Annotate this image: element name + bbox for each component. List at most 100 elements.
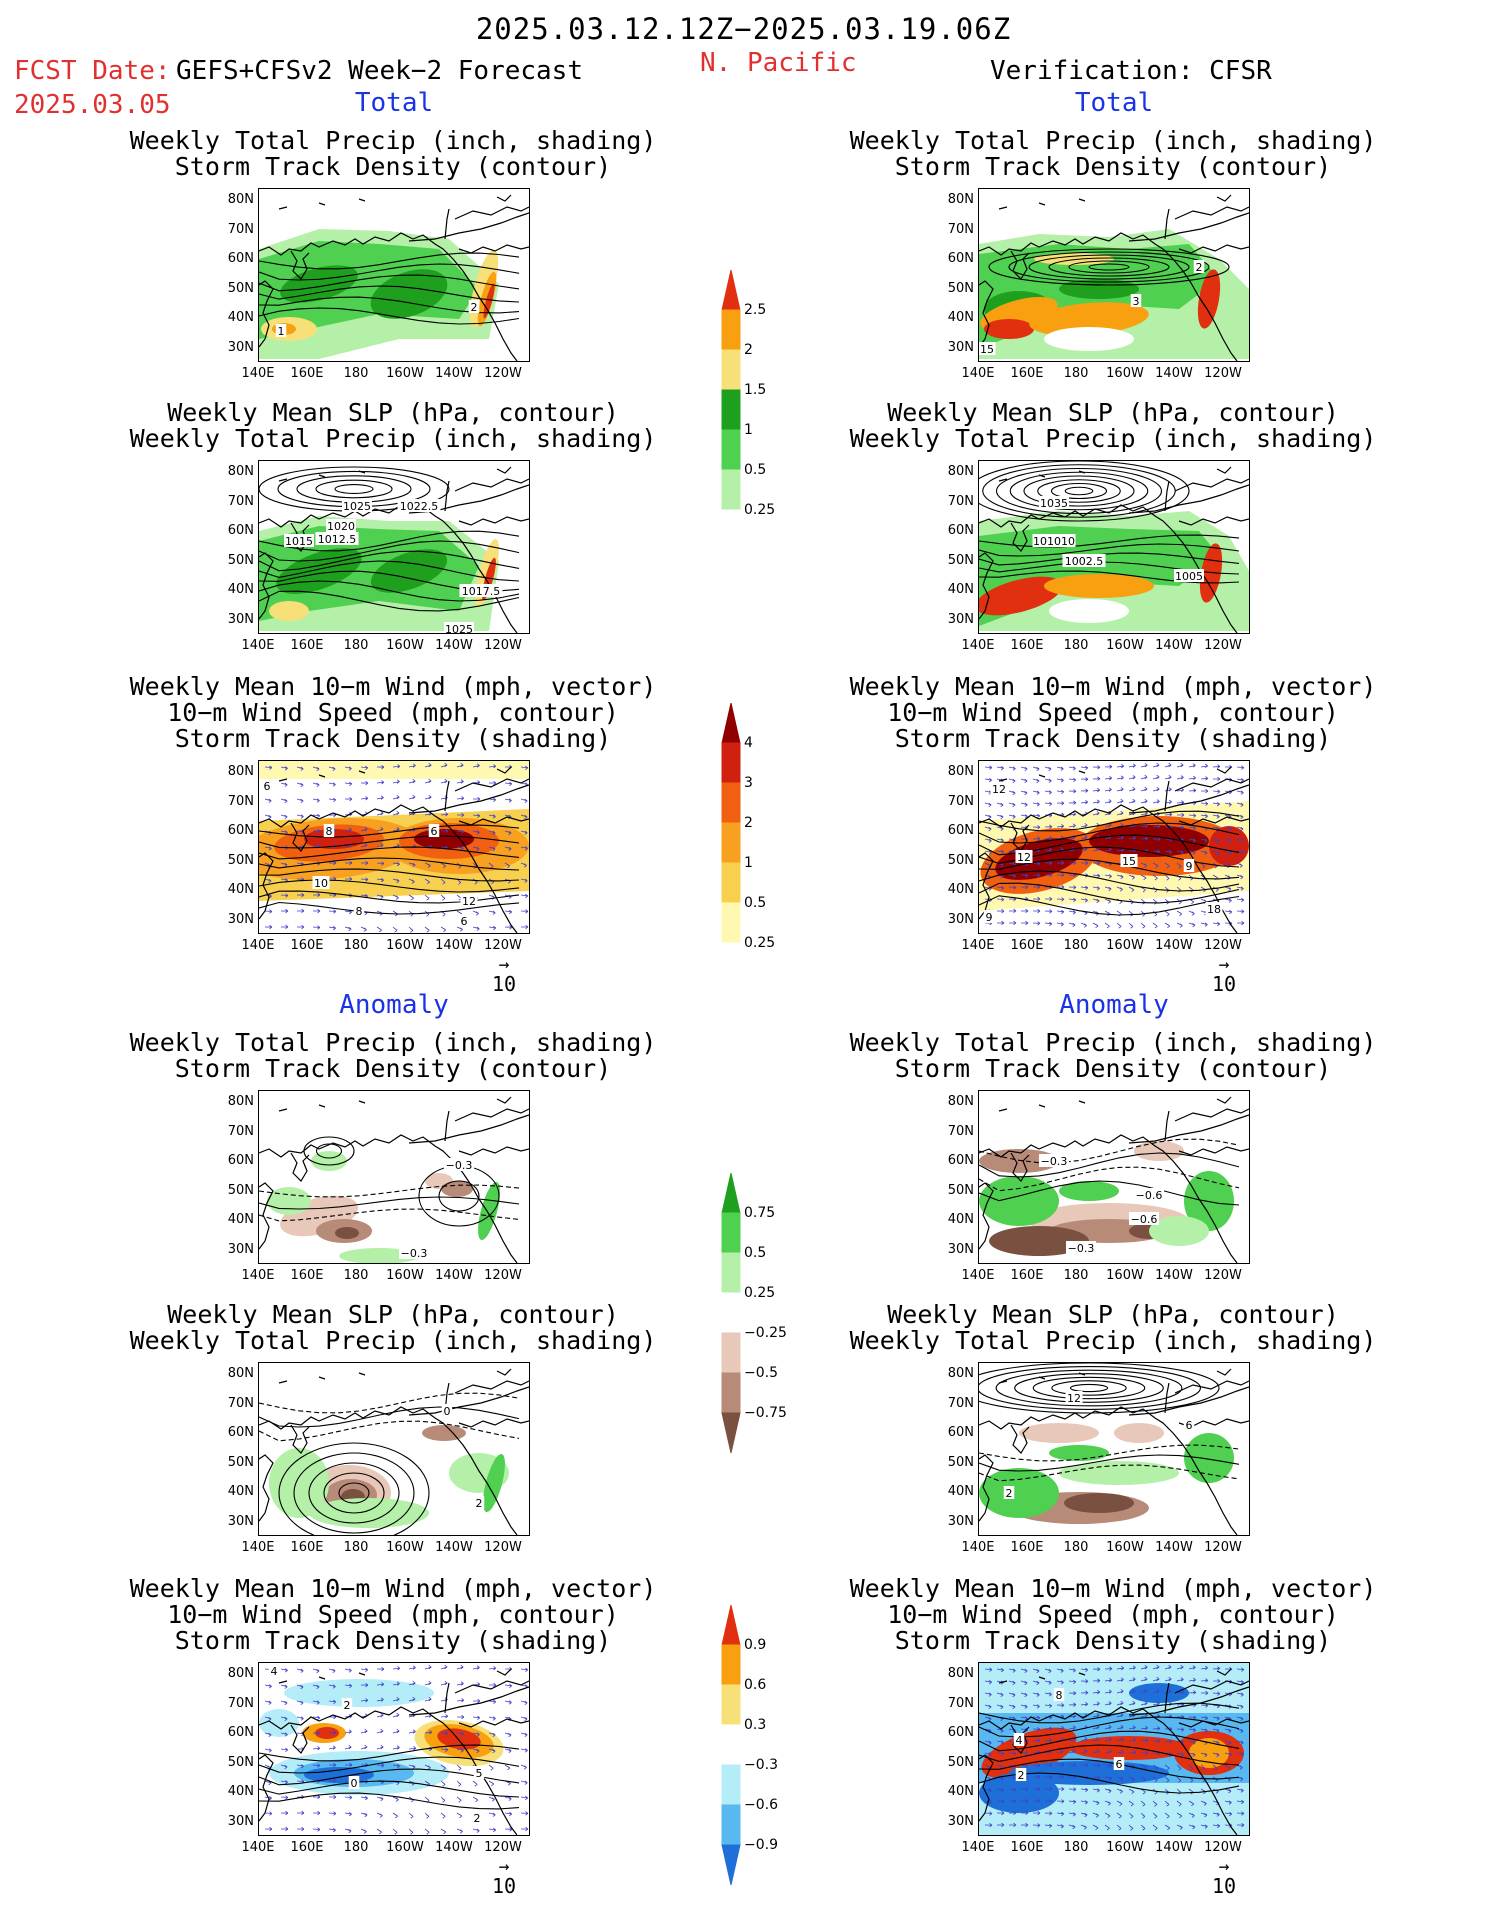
- lat-tick-label: 60N: [947, 1425, 974, 1440]
- contour-label-box: [342, 499, 372, 512]
- colorbar-swatch: [721, 469, 741, 511]
- coastline: [444, 208, 450, 240]
- colorbar-swatch: [721, 1212, 741, 1254]
- shading-region: [280, 265, 358, 303]
- contour-label-box: [397, 499, 441, 512]
- colorbar-label: −0.9: [744, 1837, 778, 1853]
- negative-contour: [979, 1444, 1240, 1462]
- coastline: [408, 1114, 529, 1144]
- lon-tick-label: 160W: [386, 638, 424, 653]
- coastline: [998, 766, 1232, 782]
- panel-title-line: Weekly Total Precip (inch, shading): [129, 126, 657, 155]
- contour-label-box: [275, 324, 287, 337]
- panel-title-line: Storm Track Density (shading): [894, 1626, 1332, 1655]
- contour-line: [259, 580, 520, 602]
- lon-tick-label: 140W: [435, 638, 473, 653]
- coastline: [290, 250, 310, 280]
- contour-label-box: [312, 876, 330, 889]
- contour-label: 2: [476, 1497, 483, 1510]
- lon-tick-label: 180: [343, 1840, 369, 1855]
- lon-tick-label: 180: [1063, 1540, 1089, 1555]
- contour-label-box: [323, 824, 335, 837]
- shading-region: [1134, 1141, 1184, 1161]
- contour-label-box: [348, 1776, 360, 1789]
- coastline: [458, 816, 529, 826]
- coastline: [998, 1096, 1232, 1112]
- lat-tick-label: 50N: [947, 552, 974, 568]
- coastline: [979, 552, 994, 620]
- contour-label: −0.3: [446, 1159, 473, 1172]
- lat-tick-label: 60N: [947, 1153, 974, 1168]
- contour-line: [979, 822, 1240, 844]
- colorbar-swatch: [721, 1372, 741, 1414]
- lat-tick-label: 30N: [227, 1513, 254, 1529]
- contour-label-box: [1013, 1733, 1025, 1746]
- contour-line: [323, 1472, 385, 1514]
- contour-label: 15: [980, 343, 994, 356]
- coastline: [458, 1418, 529, 1428]
- lon-tick-label: 140W: [1155, 1840, 1193, 1855]
- lon-tick-label: 140E: [241, 1840, 275, 1855]
- lat-tick-label: 40N: [947, 310, 974, 325]
- colorbar-label: 3: [744, 775, 753, 791]
- lon-tick-label: 180: [1063, 638, 1089, 653]
- region-label: N. Pacific: [700, 48, 857, 78]
- coastline: [979, 804, 1238, 933]
- coastline: [444, 480, 450, 512]
- lon-tick-label: 120W: [484, 638, 522, 653]
- shading-region: [989, 1226, 1089, 1256]
- colorbar-swatch: [721, 389, 741, 431]
- contour-label: 12: [1067, 1392, 1081, 1405]
- vector-reference: → 10: [1204, 956, 1244, 997]
- lat-tick-label: 50N: [227, 852, 254, 868]
- colorbar-label: 2: [744, 815, 753, 831]
- coastline: [408, 1686, 529, 1716]
- lon-tick-label: 180: [343, 1540, 369, 1555]
- coastline: [1128, 484, 1249, 514]
- coastline: [408, 1386, 529, 1416]
- panel-title-line: 10−m Wind Speed (mph, contour): [167, 698, 619, 727]
- panel-title-line: Storm Track Density (shading): [174, 724, 612, 753]
- contour-line: [259, 1196, 520, 1210]
- lon-tick-label: 160W: [1106, 1268, 1144, 1283]
- contour-label: 1015: [285, 535, 313, 548]
- panel-title-line: Storm Track Density (contour): [174, 1054, 612, 1083]
- lon-tick-label: 160E: [1010, 1540, 1044, 1555]
- lat-tick-label: 70N: [227, 1123, 254, 1139]
- colorbar-label: 1.5: [744, 382, 767, 398]
- shading-region: [483, 1453, 505, 1513]
- shading-region: [1059, 1181, 1119, 1201]
- lon-tick-label: 160E: [1010, 638, 1044, 653]
- lon-tick-label: 120W: [1204, 1268, 1242, 1283]
- vector-reference-value: 10: [1211, 972, 1237, 996]
- panel-title: Weekly Total Precip (inch, shading) Storm…: [93, 128, 693, 180]
- panel-title-line: Weekly Mean SLP (hPa, contour): [167, 1300, 619, 1329]
- coastline: [1010, 522, 1030, 552]
- contour-line: [979, 870, 1240, 892]
- colorbar-label: −0.6: [744, 1797, 778, 1813]
- colorbar-swatch: [721, 1605, 741, 1646]
- colorbar-label: 0.9: [744, 1637, 767, 1653]
- map-panel-fc-wind-track: 6 8 6 10 12 8 6: [258, 760, 530, 934]
- contour-line: [979, 858, 1240, 880]
- colorbar-label: −0.25: [744, 1325, 787, 1341]
- forecast-date-label: FCST Date:: [14, 56, 171, 86]
- lat-tick-label: 80N: [947, 464, 974, 479]
- colorbar-label: −0.5: [744, 1365, 778, 1381]
- contour-line: [979, 895, 1240, 916]
- contour-line: [1050, 482, 1108, 500]
- contour-label: 12: [1017, 851, 1031, 864]
- lon-tick-label: 180: [343, 366, 369, 381]
- reference-arrow-icon: →: [498, 1856, 510, 1877]
- lat-tick-label: 60N: [227, 251, 254, 266]
- coastline: [259, 804, 518, 933]
- contour-line: [278, 1442, 430, 1535]
- map-panel-fa-wind-track: 4 2 0 5 2: [258, 1662, 530, 1836]
- wind-vector-field: [264, 1664, 529, 1835]
- shading-region: [422, 1425, 466, 1441]
- colorbar-swatch: [721, 1724, 741, 1766]
- lon-tick-label: 180: [343, 638, 369, 653]
- contour-label-box: [441, 1404, 453, 1417]
- lat-tick-label: 50N: [227, 552, 254, 568]
